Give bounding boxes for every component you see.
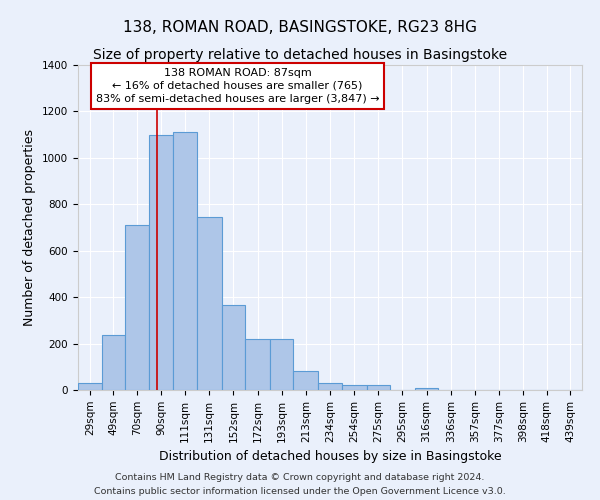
Bar [342,386,367,390]
Bar [221,306,245,390]
Bar [101,336,125,390]
Bar [149,134,173,390]
Bar [270,339,293,390]
Bar [125,225,149,390]
Text: 138, ROMAN ROAD, BASINGSTOKE, RG23 8HG: 138, ROMAN ROAD, BASINGSTOKE, RG23 8HG [123,20,477,35]
Bar [293,372,318,390]
Bar [318,383,342,390]
Bar [367,386,390,390]
Bar [245,339,270,390]
X-axis label: Distribution of detached houses by size in Basingstoke: Distribution of detached houses by size … [158,450,502,463]
Text: 138 ROMAN ROAD: 87sqm
← 16% of detached houses are smaller (765)
83% of semi-det: 138 ROMAN ROAD: 87sqm ← 16% of detached … [96,68,379,104]
Bar [78,383,101,390]
Text: Size of property relative to detached houses in Basingstoke: Size of property relative to detached ho… [93,48,507,62]
Y-axis label: Number of detached properties: Number of detached properties [23,129,37,326]
Text: Contains public sector information licensed under the Open Government Licence v3: Contains public sector information licen… [94,486,506,496]
Bar [173,132,197,390]
Bar [197,217,221,390]
Bar [415,388,439,390]
Text: Contains HM Land Registry data © Crown copyright and database right 2024.: Contains HM Land Registry data © Crown c… [115,473,485,482]
